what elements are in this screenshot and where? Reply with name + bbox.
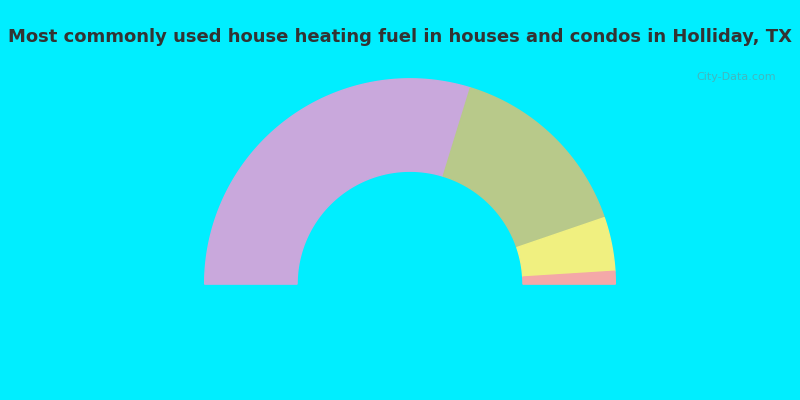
- Text: Most commonly used house heating fuel in houses and condos in Holliday, TX: Most commonly used house heating fuel in…: [8, 28, 792, 46]
- Text: City-Data.com: City-Data.com: [696, 72, 776, 82]
- Polygon shape: [517, 218, 615, 277]
- Polygon shape: [522, 271, 615, 284]
- Polygon shape: [205, 79, 470, 284]
- Polygon shape: [443, 88, 604, 248]
